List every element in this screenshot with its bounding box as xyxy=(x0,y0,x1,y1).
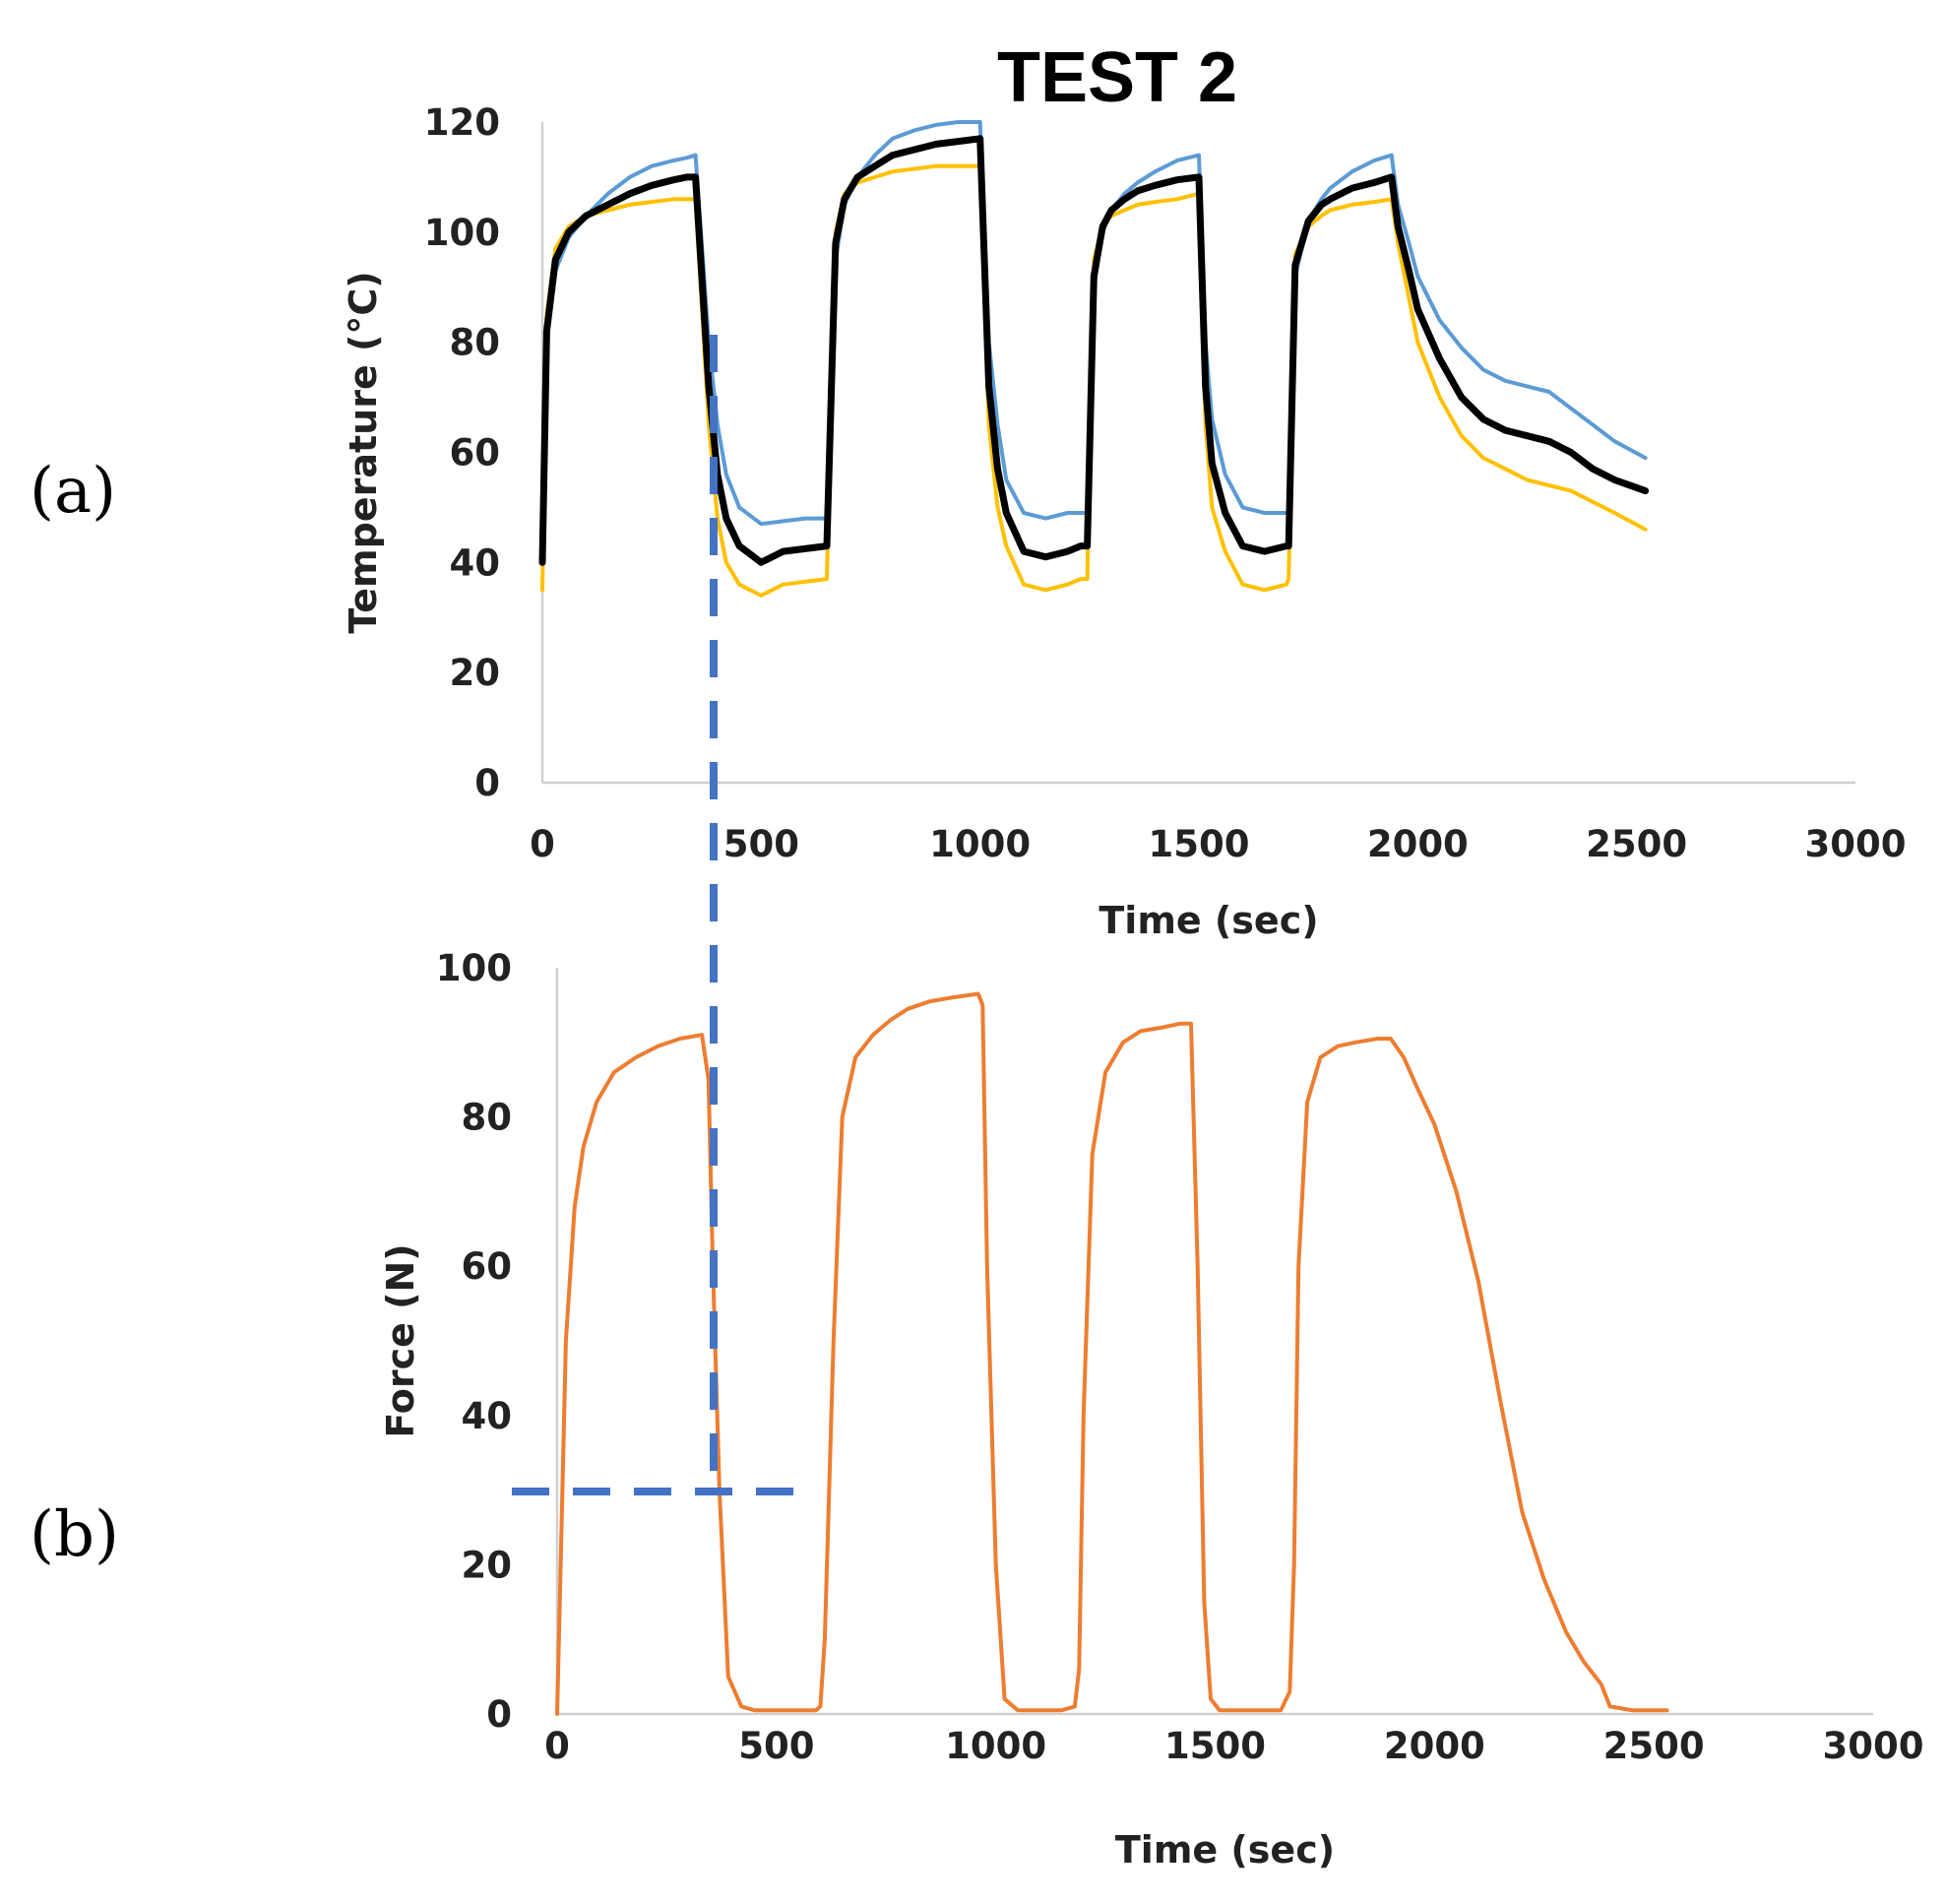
y-tick-label: 40 xyxy=(450,541,501,584)
series-line-a-2 xyxy=(538,135,1650,566)
temperature-chart: 0 20 40 60 80 100 120 0 500 1000 1500 2000 2500 3000 T… xyxy=(342,101,1906,942)
y-tick-label: 20 xyxy=(450,652,501,694)
x-tick-label: 500 xyxy=(723,823,799,865)
y-tick-label: 60 xyxy=(462,1245,513,1288)
y-tick-label: 0 xyxy=(474,762,500,804)
x-tick-label: 3000 xyxy=(1805,823,1907,865)
x-tick-label: 2000 xyxy=(1367,823,1469,865)
y-tick-label: 100 xyxy=(424,212,500,254)
y-tick-label: 40 xyxy=(462,1395,513,1437)
x-axis-label: Time (sec) xyxy=(1115,1828,1335,1872)
figure-title: TEST 2 xyxy=(997,38,1237,117)
y-tick-label: 20 xyxy=(462,1544,513,1586)
x-axis-label: Time (sec) xyxy=(1099,899,1318,942)
panel-label-a: (a) xyxy=(30,455,116,528)
y-tick-label: 120 xyxy=(424,101,500,144)
y-tick-label: 100 xyxy=(436,947,512,989)
x-tick-label: 0 xyxy=(530,823,555,865)
y-tick-label: 80 xyxy=(462,1097,513,1139)
x-tick-label: 0 xyxy=(544,1725,570,1767)
x-tick-label: 3000 xyxy=(1823,1725,1924,1767)
x-tick-label: 1500 xyxy=(1149,823,1250,865)
y-tick-label: 80 xyxy=(450,322,501,364)
y-tick-label: 60 xyxy=(450,432,501,475)
x-tick-label: 1000 xyxy=(929,823,1031,865)
x-tick-label: 2500 xyxy=(1603,1725,1705,1767)
x-tick-label: 2500 xyxy=(1586,823,1687,865)
panel-label-b: (b) xyxy=(30,1498,119,1571)
x-tick-label: 2000 xyxy=(1384,1725,1485,1767)
x-tick-label: 1000 xyxy=(945,1725,1046,1767)
y-axis-label: Temperature (°C) xyxy=(342,271,385,633)
x-tick-label: 500 xyxy=(738,1725,814,1767)
threshold-guides xyxy=(512,335,797,1495)
y-axis-label: Force (N) xyxy=(379,1243,422,1437)
y-tick-label: 0 xyxy=(486,1693,512,1736)
x-tick-label: 1500 xyxy=(1164,1725,1266,1767)
series-line-b-0 xyxy=(555,991,1669,1716)
